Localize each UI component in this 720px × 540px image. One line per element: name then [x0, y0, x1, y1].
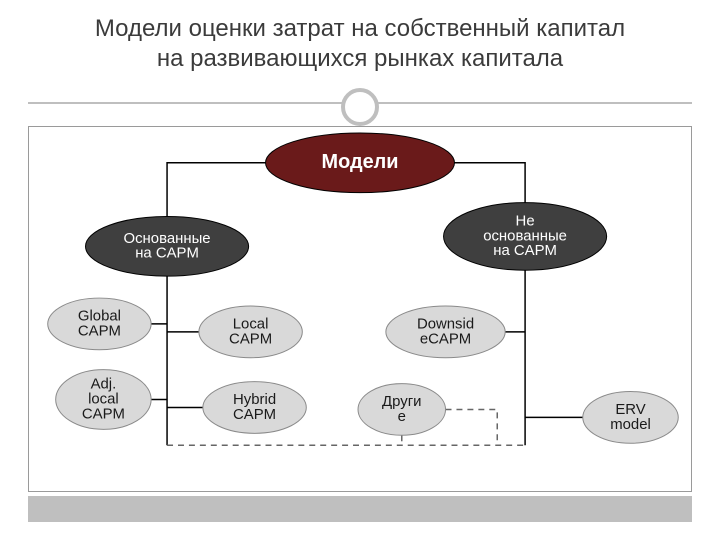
node-noncapm-label-line2: основанные	[483, 228, 567, 244]
node-adj: Adj.localCAPM	[56, 370, 151, 430]
node-noncapm-label-line1: Не	[516, 213, 535, 229]
edge-solid-0	[167, 163, 265, 217]
nodes-group: МоделиОснованныена CAPMНеоснованныена CA…	[48, 133, 679, 443]
stage: Модели оценки затрат на собственный капи…	[0, 0, 720, 540]
node-downside: DownsideCAPM	[386, 306, 505, 358]
title-divider-circle-icon	[341, 88, 379, 126]
diagram-canvas: МоделиОснованныена CAPMНеоснованныена CA…	[29, 127, 691, 491]
node-other: Другие	[358, 384, 446, 436]
node-local-label-line2: CAPM	[229, 331, 272, 347]
node-capm-label-line1: Основанные	[124, 231, 211, 247]
node-capm: Основанныена CAPM	[86, 217, 249, 277]
node-other-label-line1: Други	[382, 394, 421, 410]
edge-solid-1	[454, 163, 525, 203]
node-root-label-line1: Модели	[322, 151, 399, 173]
page-title: Модели оценки затрат на собственный капи…	[0, 14, 720, 74]
title-line-2: на развивающихся рынках капитала	[0, 44, 720, 74]
diagram-frame: МоделиОснованныена CAPMНеоснованныена CA…	[28, 126, 692, 492]
node-erv-label-line2: model	[610, 417, 651, 433]
node-downside-label-line1: Downsid	[417, 316, 474, 332]
node-adj-label-line2: local	[88, 391, 119, 407]
node-hybrid-label-line2: CAPM	[233, 407, 276, 423]
node-global-label-line1: Global	[78, 308, 121, 324]
node-erv: ERVmodel	[583, 392, 678, 444]
node-noncapm-label-line3: на CAPM	[493, 243, 557, 259]
node-local-label-line1: Local	[233, 316, 269, 332]
node-adj-label-line1: Adj.	[91, 377, 117, 393]
node-global-label-line2: CAPM	[78, 323, 121, 339]
node-local: LocalCAPM	[199, 306, 302, 358]
node-noncapm: Неоснованныена CAPM	[444, 203, 607, 271]
node-hybrid: HybridCAPM	[203, 382, 306, 434]
node-adj-label-line3: CAPM	[82, 406, 125, 422]
node-global: GlobalCAPM	[48, 298, 151, 350]
node-downside-label-line2: eCAPM	[420, 331, 471, 347]
title-line-1: Модели оценки затрат на собственный капи…	[0, 14, 720, 44]
node-root: Модели	[266, 133, 455, 193]
node-other-label-line2: е	[398, 409, 406, 425]
node-hybrid-label-line1: Hybrid	[233, 392, 276, 408]
edge-dashed-2	[446, 409, 498, 445]
node-capm-label-line2: на CAPM	[135, 246, 199, 262]
node-erv-label-line1: ERV	[615, 402, 645, 418]
footer-bar	[28, 496, 692, 522]
